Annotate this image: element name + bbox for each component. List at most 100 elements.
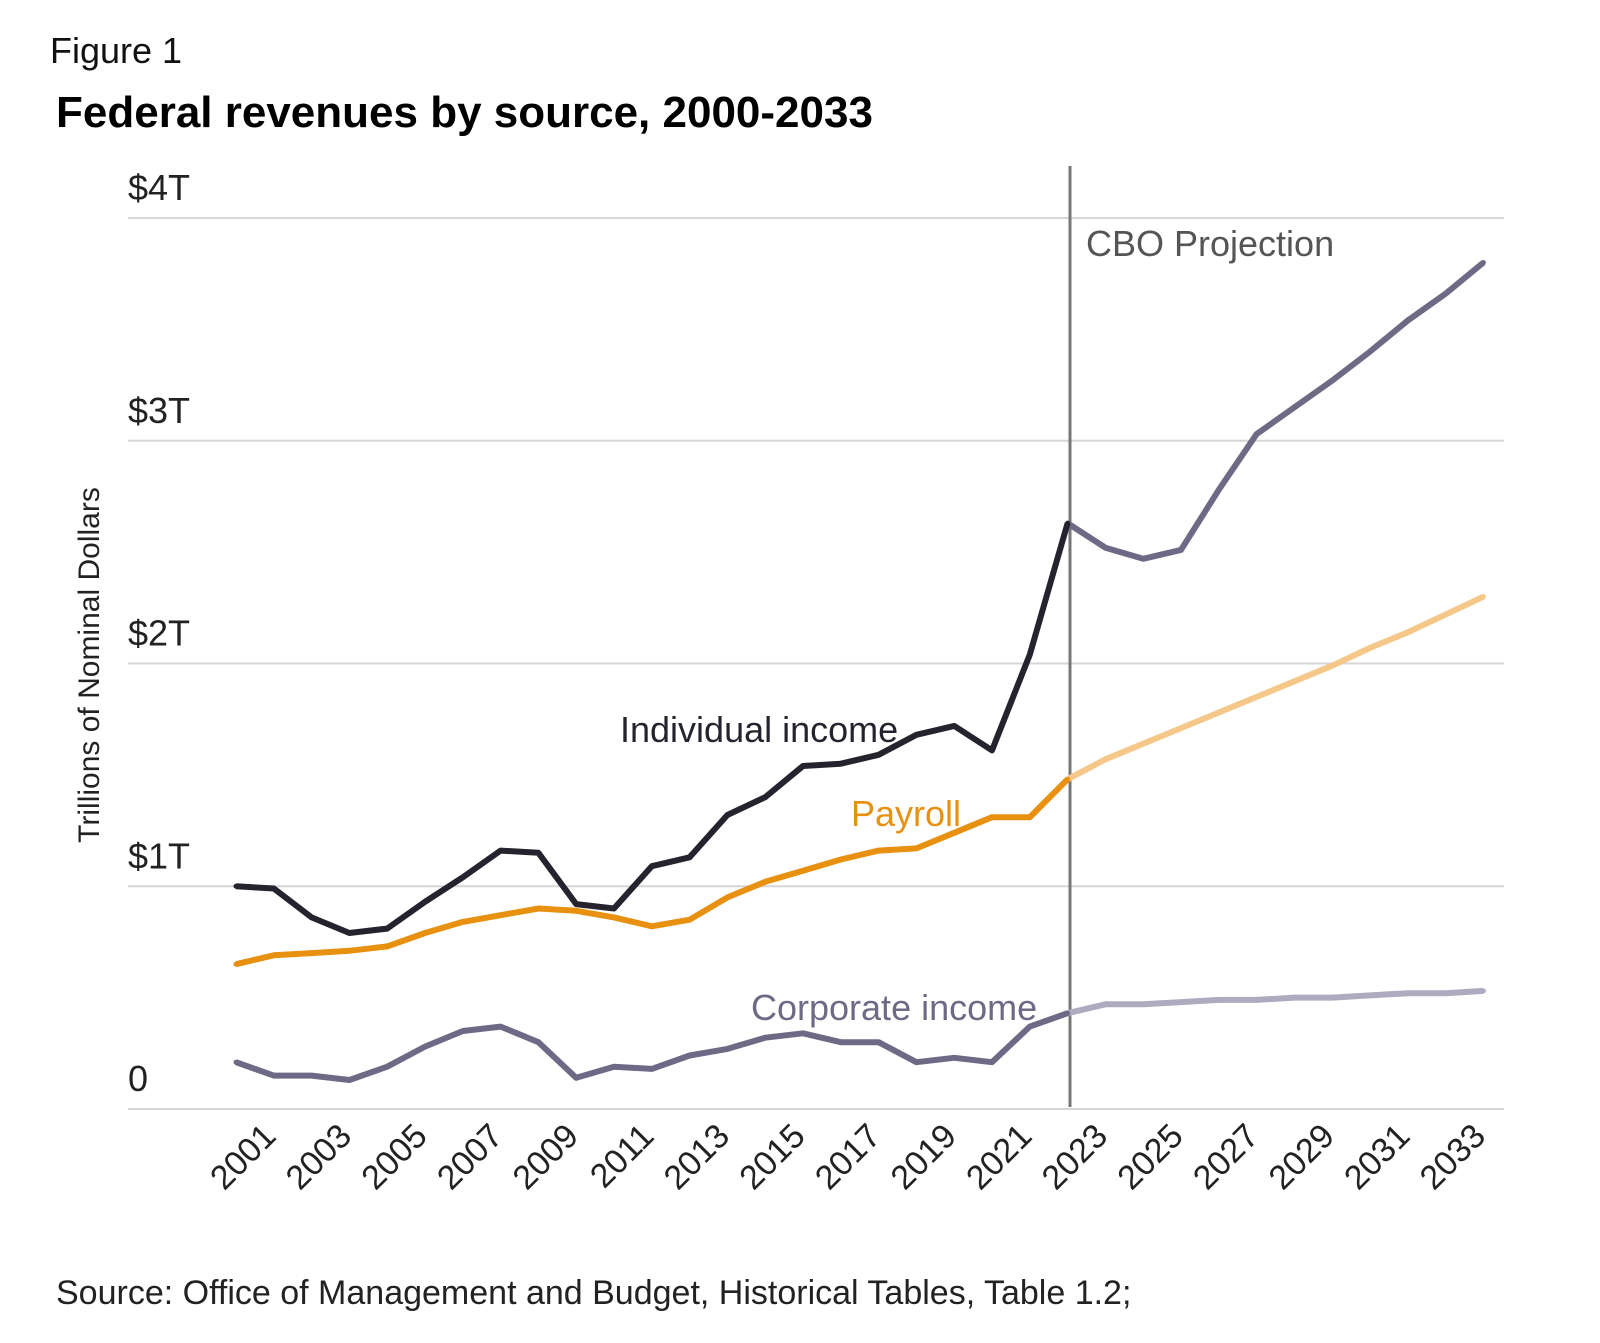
x-tick-label: 2019: [884, 1117, 964, 1197]
individual-income-point: [535, 850, 541, 856]
corporate-income-point: [876, 1039, 882, 1045]
individual-income-point: [649, 863, 655, 869]
payroll-point: [1027, 814, 1033, 820]
corporate-income-point: [1291, 995, 1297, 1001]
payroll-point: [1480, 594, 1486, 600]
payroll-point: [724, 894, 730, 900]
payroll-point: [384, 943, 390, 949]
payroll-point: [1216, 710, 1222, 716]
individual-income-point: [1027, 652, 1033, 658]
individual-income-point: [1367, 349, 1373, 355]
corporate-income-point: [1443, 990, 1449, 996]
payroll-point: [989, 814, 995, 820]
payroll-point: [498, 912, 504, 918]
payroll-point: [611, 914, 617, 920]
individual-income-point: [1254, 431, 1260, 437]
corporate-income-point: [762, 1035, 768, 1041]
x-tick-label: 2013: [657, 1117, 737, 1197]
individual-income-point: [913, 732, 919, 738]
x-tick-label: 2001: [203, 1117, 283, 1197]
individual-income-point: [271, 885, 277, 891]
individual-income-point: [460, 874, 466, 880]
payroll-point: [346, 948, 352, 954]
payroll-point: [1329, 663, 1335, 669]
payroll-point: [687, 917, 693, 923]
payroll-point: [838, 857, 844, 863]
y-axis-label: Trillions of Nominal Dollars: [73, 487, 106, 843]
corporate-income-point: [1140, 1001, 1146, 1007]
series-label-corporate: Corporate income: [751, 987, 1037, 1028]
individual-income-point: [687, 854, 693, 860]
corporate-income-point: [951, 1055, 957, 1061]
x-tick-label: 2025: [1110, 1117, 1190, 1197]
individual-income-point: [724, 812, 730, 818]
figure-label: Figure 1: [50, 30, 182, 71]
payroll-point: [1065, 776, 1071, 782]
payroll-point: [271, 952, 277, 958]
individual-income-point: [1216, 487, 1222, 493]
x-tick-label: 2003: [279, 1117, 359, 1197]
x-tick-label: 2007: [430, 1117, 510, 1197]
payroll-point: [1254, 694, 1260, 700]
individual-income-point: [876, 752, 882, 758]
payroll-point: [876, 848, 882, 854]
source-note: Source: Office of Management and Budget,…: [56, 1274, 1131, 1312]
payroll-point: [460, 919, 466, 925]
corporate-income-point: [309, 1073, 315, 1079]
x-tick-label: 2027: [1186, 1117, 1266, 1197]
projection-label: CBO Projection: [1086, 223, 1334, 264]
individual-income-point: [498, 848, 504, 854]
corporate-income-projection-line: [1066, 987, 1484, 1017]
individual-income-point: [1065, 520, 1071, 526]
individual-income-point: [1291, 404, 1297, 410]
y-tick-label: $3T: [128, 390, 190, 431]
corporate-income-point: [1065, 1010, 1071, 1016]
payroll-point: [573, 908, 579, 914]
corporate-income-point: [913, 1059, 919, 1065]
individual-income-point: [309, 914, 315, 920]
individual-income-point: [838, 761, 844, 767]
payroll-point: [1367, 645, 1373, 651]
y-tick-label: $2T: [128, 613, 190, 654]
payroll-point: [1405, 629, 1411, 635]
corporate-income-point: [384, 1064, 390, 1070]
individual-income-point: [384, 926, 390, 932]
individual-income-point: [951, 723, 957, 729]
x-tick-label: 2021: [959, 1117, 1039, 1197]
individual-income-point: [573, 901, 579, 907]
chart-title: Federal revenues by source, 2000-2033: [56, 88, 873, 137]
payroll-point: [535, 906, 541, 912]
x-tick-label: 2017: [808, 1117, 888, 1197]
payroll-point: [1443, 611, 1449, 617]
payroll-point: [1102, 756, 1108, 762]
corporate-income-point: [422, 1044, 428, 1050]
y-tick-labels: 0 $1T $2T $3T $4T: [128, 167, 190, 1099]
corporate-income-point: [611, 1064, 617, 1070]
corporate-income-point: [535, 1039, 541, 1045]
payroll-point: [233, 961, 239, 967]
y-tick-label: $1T: [128, 835, 190, 876]
corporate-income-point: [460, 1028, 466, 1034]
individual-income-point: [800, 763, 806, 769]
corporate-income-point: [1178, 999, 1184, 1005]
individual-income-point: [762, 794, 768, 800]
corporate-income-point: [1405, 990, 1411, 996]
x-tick-label: 2029: [1262, 1117, 1342, 1197]
corporate-income-point: [1102, 1001, 1108, 1007]
individual-income-point: [422, 899, 428, 905]
payroll-point: [422, 930, 428, 936]
individual-income-point: [1480, 260, 1486, 266]
individual-income-point: [233, 883, 239, 889]
individual-income-point: [1140, 556, 1146, 562]
series-lines: [233, 260, 1486, 1083]
payroll-point: [1291, 678, 1297, 684]
payroll-projection-line: [1066, 593, 1485, 782]
individual-income-point: [1405, 317, 1411, 323]
corporate-income-point: [233, 1059, 239, 1065]
payroll-point: [1140, 741, 1146, 747]
corporate-income-point: [1367, 992, 1373, 998]
individual-income-point: [1102, 545, 1108, 551]
x-tick-label: 2033: [1413, 1117, 1493, 1197]
corporate-income-point: [1027, 1024, 1033, 1030]
